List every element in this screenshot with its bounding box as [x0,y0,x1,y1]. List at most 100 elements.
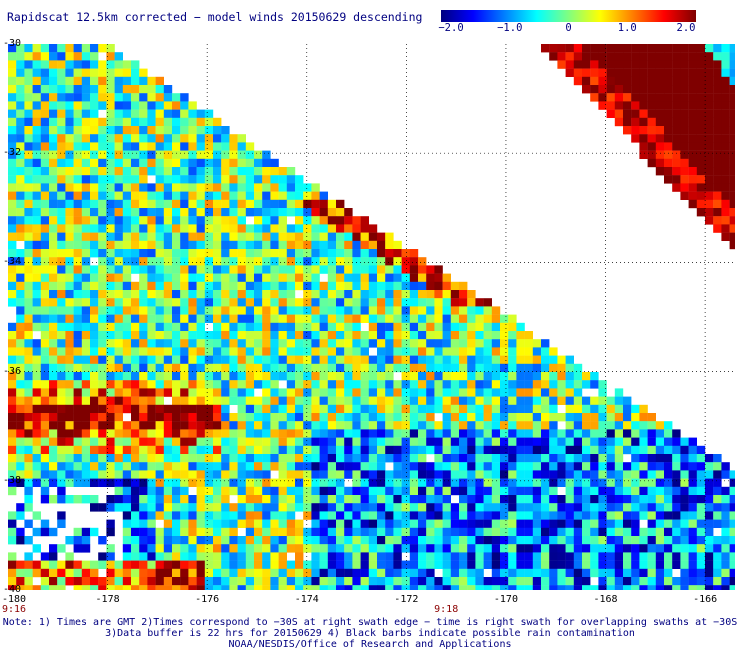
swath-cell [237,167,246,176]
swath-cell [295,208,304,217]
swath-cell [352,306,361,315]
swath-cell [401,429,410,438]
swath-cell [155,322,164,332]
swath-cell [442,290,451,299]
swath-cell [508,568,517,578]
swath-cell [483,339,492,348]
swath-cell [483,454,492,463]
swath-cell [614,519,624,528]
swath-cell [639,495,648,504]
swath-cell [418,421,427,430]
swath-cell [196,462,205,471]
swath-cell [98,240,107,250]
swath-cell [262,527,271,537]
swath-cell [24,486,33,496]
colorbar-tick-label: 1.0 [617,22,637,34]
swath-cell [319,306,328,315]
swath-cell [705,544,714,553]
swath-cell [541,363,550,373]
swath-cell [147,224,156,233]
swath-cell [491,486,501,496]
swath-cell [655,134,665,143]
swath-cell [24,126,33,135]
swath-cell [229,560,238,569]
swath-cell [204,544,214,553]
swath-cell [196,454,205,463]
swath-cell [49,445,58,455]
swath-cell [131,117,140,127]
swath-cell [475,339,484,348]
swath-cell [672,93,681,102]
swath-cell [729,175,735,184]
footer-credit: NOAA/NESDIS/Office of Research and Appli… [228,639,512,650]
swath-cell [49,454,58,463]
swath-cell [336,331,345,340]
swath-cell [532,355,542,364]
swath-cell [65,429,74,438]
swath-cell [81,134,91,143]
swath-cell [336,199,345,209]
swath-cell [303,503,312,512]
swath-cell [139,470,148,479]
swath-cell [155,331,164,340]
swath-cell [713,470,722,479]
swath-cell [270,257,279,266]
swath-cell [131,454,140,463]
swath-cell [434,273,443,282]
swath-cell [327,585,337,590]
swath-cell [557,462,566,471]
swath-cell [459,560,468,569]
swath-cell [155,257,164,266]
swath-cell [24,388,33,397]
swath-cell [664,101,673,110]
swath-cell [24,109,33,118]
swath-cell [541,396,550,405]
swath-cell [319,232,328,241]
swath-cell [360,486,369,496]
swath-cell [106,142,115,151]
swath-cell [508,560,517,569]
swath-cell [196,577,205,586]
swath-cell [163,158,173,168]
swath-cell [647,511,656,520]
swath-cell [647,85,656,94]
swath-cell [696,445,706,455]
swath-cell [221,240,230,250]
swath-cell [409,339,419,348]
swath-cell [65,60,74,69]
swath-cell [172,249,181,258]
swath-cell [311,290,320,299]
swath-cell [40,216,50,225]
swath-cell [491,519,501,528]
swath-cell [196,150,205,159]
swath-cell [40,388,50,397]
swath-time-label: 9:16 [1,604,27,615]
swath-cell [65,240,74,250]
swath-cell [24,240,33,250]
swath-cell [81,76,91,86]
swath-cell [172,429,181,438]
swath-cell [172,306,181,315]
swath-cell [188,511,197,520]
swath-cell [352,470,361,479]
swath-cell [721,486,730,496]
swath-cell [573,429,583,438]
swath-cell [81,101,91,110]
swath-cell [385,429,394,438]
swath-cell [254,544,263,553]
swath-cell [229,339,238,348]
swath-cell [557,511,566,520]
swath-cell [688,158,697,168]
swath-cell [221,445,230,455]
swath-cell [729,142,735,151]
swath-cell [24,224,33,233]
swath-cell [696,577,706,586]
swath-cell [49,462,58,471]
swath-cell [90,560,99,569]
swath-cell [573,421,583,430]
swath-cell [549,454,558,463]
swath-cell [147,437,156,446]
swath-cell [582,552,591,561]
swath-cell [213,175,222,184]
swath-cell [139,495,148,504]
